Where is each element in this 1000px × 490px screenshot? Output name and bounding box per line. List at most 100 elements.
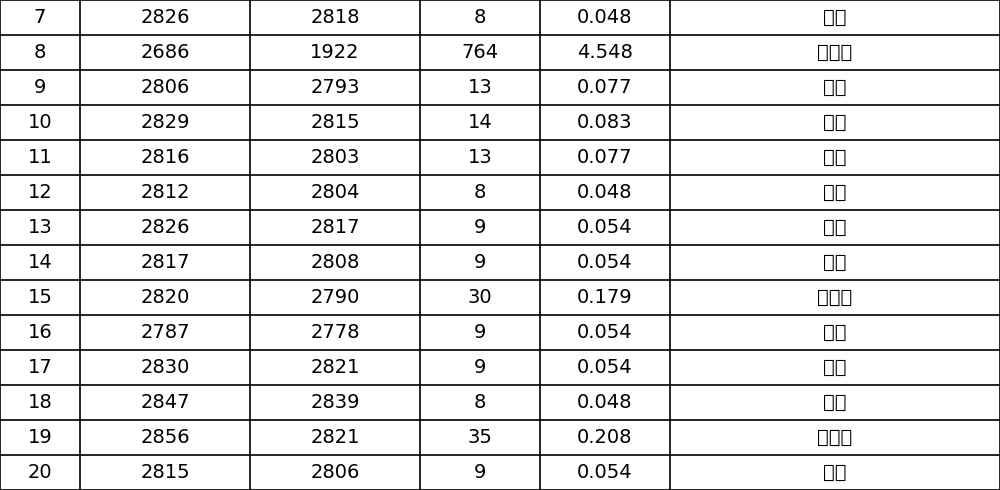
Text: 2790: 2790 <box>310 288 360 307</box>
Bar <box>250 245 420 280</box>
Bar <box>420 455 540 490</box>
Bar <box>540 350 670 385</box>
Text: 不合格: 不合格 <box>817 43 853 62</box>
Text: 2820: 2820 <box>140 288 190 307</box>
Text: 1922: 1922 <box>310 43 360 62</box>
Bar <box>540 420 670 455</box>
Bar <box>420 0 540 35</box>
Bar <box>670 175 1000 210</box>
Bar <box>250 280 420 315</box>
Text: 2826: 2826 <box>140 8 190 27</box>
Text: 2826: 2826 <box>140 218 190 237</box>
Text: 0.048: 0.048 <box>577 183 633 202</box>
Text: 14: 14 <box>28 253 52 272</box>
Text: 0.077: 0.077 <box>577 78 633 97</box>
Text: 35: 35 <box>468 428 492 447</box>
Text: 764: 764 <box>461 43 499 62</box>
Bar <box>540 105 670 140</box>
Bar <box>540 175 670 210</box>
Text: 合格: 合格 <box>823 113 847 132</box>
Text: 2856: 2856 <box>140 428 190 447</box>
Bar <box>670 420 1000 455</box>
Bar <box>420 105 540 140</box>
Bar <box>670 245 1000 280</box>
Bar <box>0 0 80 35</box>
Bar <box>250 70 420 105</box>
Bar <box>80 245 250 280</box>
Bar <box>670 350 1000 385</box>
Text: 9: 9 <box>474 358 486 377</box>
Text: 2821: 2821 <box>310 428 360 447</box>
Text: 合格: 合格 <box>823 463 847 482</box>
Bar <box>420 245 540 280</box>
Bar <box>420 420 540 455</box>
Bar <box>670 210 1000 245</box>
Text: 13: 13 <box>468 78 492 97</box>
Bar <box>0 455 80 490</box>
Bar <box>420 70 540 105</box>
Bar <box>250 210 420 245</box>
Text: 合格: 合格 <box>823 183 847 202</box>
Text: 0.048: 0.048 <box>577 8 633 27</box>
Bar <box>420 350 540 385</box>
Text: 16: 16 <box>28 323 52 342</box>
Bar <box>670 140 1000 175</box>
Bar <box>670 315 1000 350</box>
Bar <box>0 105 80 140</box>
Text: 合格: 合格 <box>823 323 847 342</box>
Text: 2829: 2829 <box>140 113 190 132</box>
Bar <box>420 280 540 315</box>
Bar <box>0 385 80 420</box>
Bar <box>0 35 80 70</box>
Text: 9: 9 <box>474 253 486 272</box>
Bar <box>540 315 670 350</box>
Text: 2818: 2818 <box>310 8 360 27</box>
Text: 9: 9 <box>34 78 46 97</box>
Bar <box>80 175 250 210</box>
Bar <box>420 385 540 420</box>
Bar <box>250 175 420 210</box>
Text: 8: 8 <box>474 183 486 202</box>
Text: 合格: 合格 <box>823 78 847 97</box>
Text: 2847: 2847 <box>140 393 190 412</box>
Text: 2817: 2817 <box>140 253 190 272</box>
Bar <box>540 140 670 175</box>
Text: 0.054: 0.054 <box>577 218 633 237</box>
Text: 2821: 2821 <box>310 358 360 377</box>
Text: 2839: 2839 <box>310 393 360 412</box>
Bar <box>80 210 250 245</box>
Text: 2815: 2815 <box>140 463 190 482</box>
Bar <box>540 455 670 490</box>
Text: 0.083: 0.083 <box>577 113 633 132</box>
Text: 8: 8 <box>474 8 486 27</box>
Text: 8: 8 <box>474 393 486 412</box>
Bar <box>420 315 540 350</box>
Bar <box>80 350 250 385</box>
Text: 17: 17 <box>28 358 52 377</box>
Text: 9: 9 <box>474 218 486 237</box>
Text: 10: 10 <box>28 113 52 132</box>
Bar <box>670 0 1000 35</box>
Text: 2812: 2812 <box>140 183 190 202</box>
Bar <box>80 140 250 175</box>
Bar <box>670 70 1000 105</box>
Bar <box>670 280 1000 315</box>
Bar <box>250 35 420 70</box>
Text: 13: 13 <box>28 218 52 237</box>
Text: 15: 15 <box>28 288 52 307</box>
Text: 18: 18 <box>28 393 52 412</box>
Bar <box>80 70 250 105</box>
Bar <box>540 35 670 70</box>
Text: 2778: 2778 <box>310 323 360 342</box>
Bar <box>0 210 80 245</box>
Bar <box>80 420 250 455</box>
Text: 合格: 合格 <box>823 393 847 412</box>
Bar <box>250 315 420 350</box>
Text: 9: 9 <box>474 323 486 342</box>
Bar <box>540 70 670 105</box>
Text: 2806: 2806 <box>310 463 360 482</box>
Text: 不合格: 不合格 <box>817 428 853 447</box>
Text: 2830: 2830 <box>140 358 190 377</box>
Text: 19: 19 <box>28 428 52 447</box>
Text: 4.548: 4.548 <box>577 43 633 62</box>
